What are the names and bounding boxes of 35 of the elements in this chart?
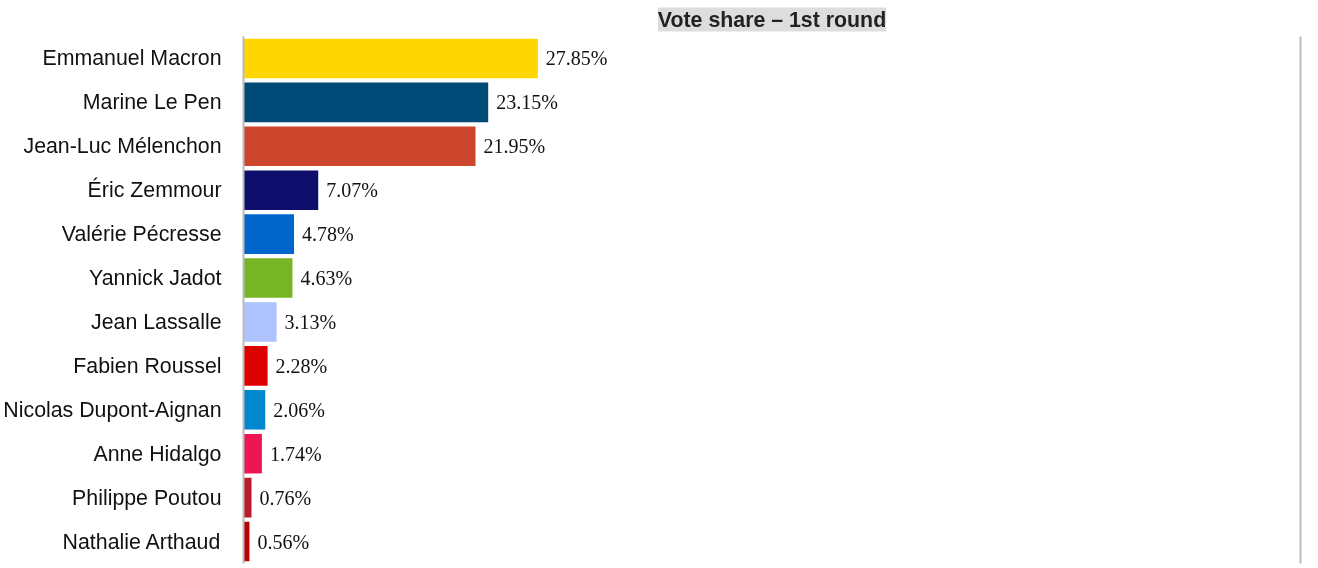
data-label: 0.56%: [257, 530, 310, 553]
y-tick-label: Philippe Poutou: [72, 485, 222, 510]
data-label: 27.85%: [545, 47, 608, 70]
y-tick-label: Nathalie Arthaud: [62, 529, 221, 554]
chart-title: Vote share – 1st round: [657, 7, 887, 32]
y-tick-label: Yannick Jadot: [89, 266, 222, 291]
data-label: 1.74%: [269, 442, 322, 465]
data-label: 3.13%: [284, 310, 337, 333]
y-tick-label: Fabien Roussel: [73, 353, 222, 378]
y-tick-label: Valérie Pécresse: [61, 222, 222, 247]
bar: [243, 390, 266, 430]
data-label: 2.06%: [273, 398, 325, 421]
data-label: 21.95%: [483, 135, 546, 158]
data-label: 2.28%: [275, 354, 328, 377]
bar: [243, 38, 538, 79]
y-tick-label: Emmanuel Macron: [42, 46, 222, 71]
data-label: 4.78%: [302, 223, 354, 246]
data-label: 7.07%: [326, 179, 378, 202]
bar: [243, 170, 319, 210]
bar: [243, 346, 268, 386]
y-tick-label: Anne Hidalgo: [93, 441, 222, 466]
data-label: 23.15%: [496, 91, 558, 114]
bar: [243, 126, 476, 167]
bar: [243, 214, 295, 254]
bar: [243, 82, 489, 123]
y-tick-label: Éric Zemmour: [87, 177, 222, 203]
bar: [243, 302, 277, 342]
bar: [243, 433, 262, 474]
y-tick-label: Marine Le Pen: [82, 90, 222, 115]
data-label: 0.76%: [259, 486, 312, 509]
y-tick-label: Nicolas Dupont-Aignan: [3, 397, 222, 422]
bar: [243, 258, 293, 298]
data-label: 4.63%: [300, 267, 353, 290]
y-tick-label: Jean-Luc Mélenchon: [23, 134, 222, 159]
y-tick-label: Jean Lassalle: [91, 309, 222, 334]
